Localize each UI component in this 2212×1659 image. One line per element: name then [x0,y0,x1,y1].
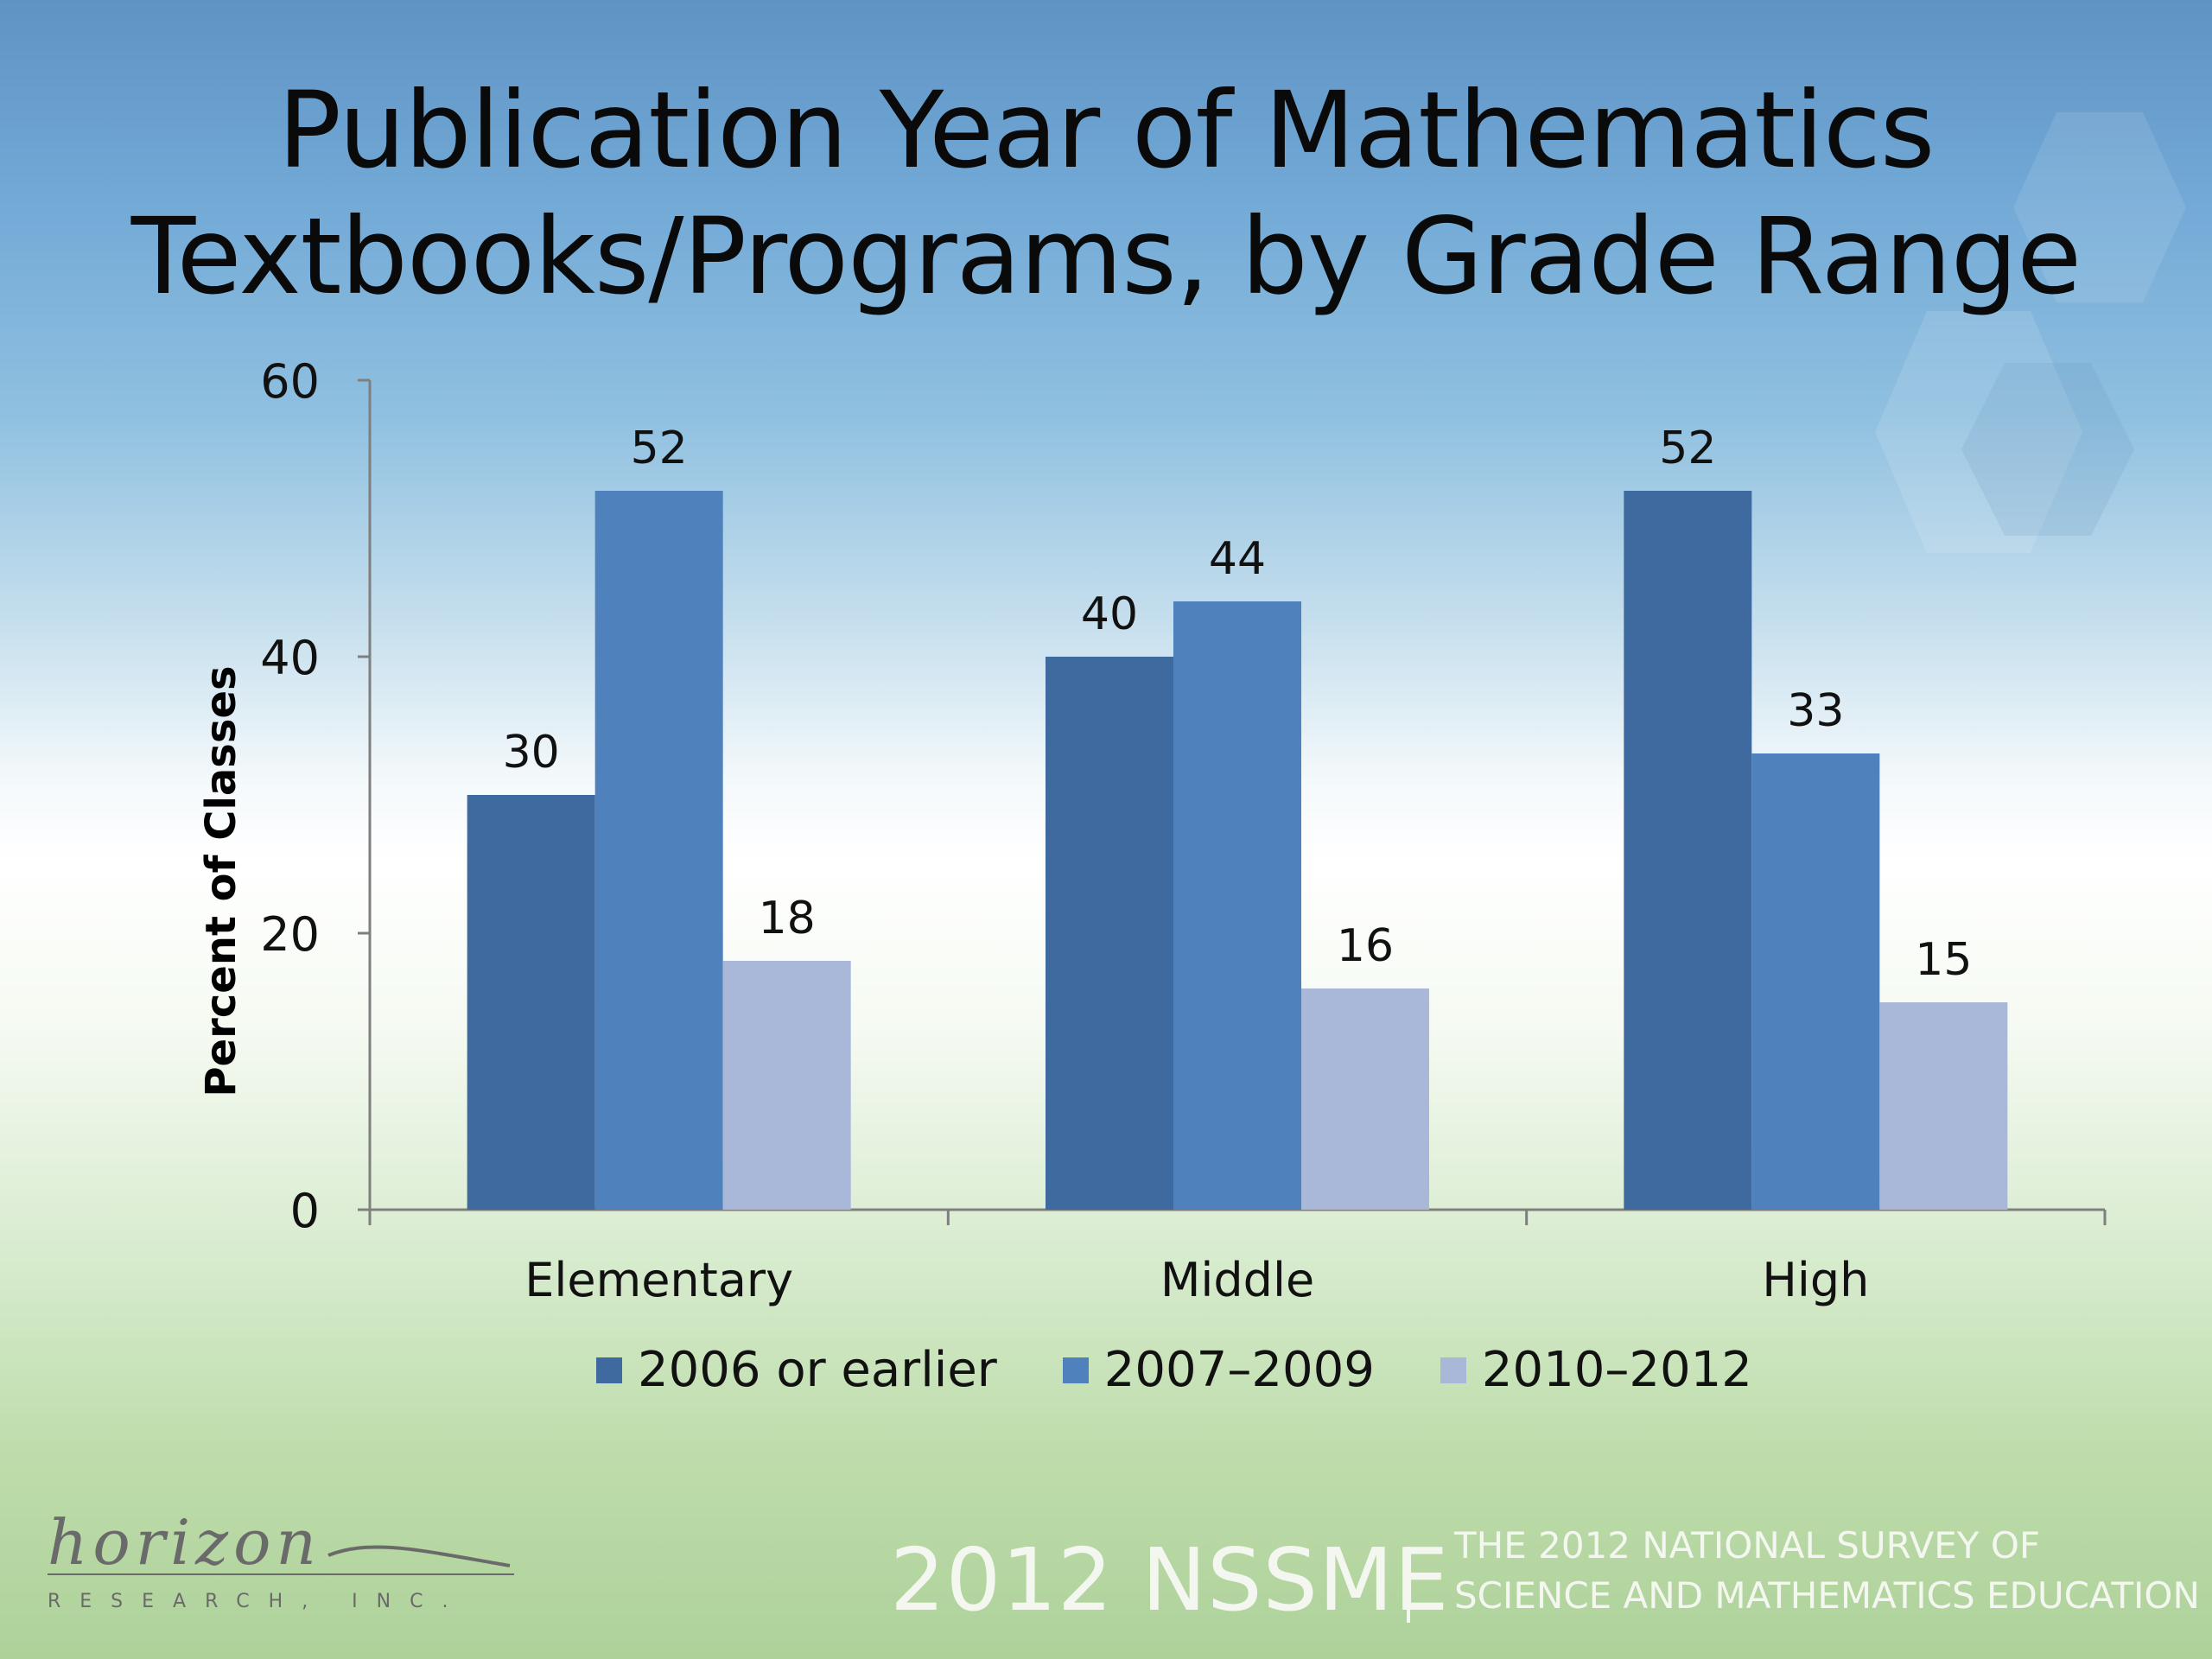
legend-swatch-series-2 [1062,1357,1089,1383]
bar [722,961,851,1210]
footer-subtitle-line-2: SCIENCE AND MATHEMATICS EDUCATION [1454,1574,2200,1617]
x-tick-label: High [1762,1253,1869,1307]
x-tick-label: Elementary [524,1253,793,1307]
y-tick-label: 60 [260,354,320,409]
y-tick-label: 0 [290,1184,320,1238]
bar [1173,601,1301,1210]
legend-label-series-1: 2006 or earlier [638,1342,997,1398]
legend-swatch-series-1 [596,1357,622,1383]
data-label: 52 [1659,423,1716,474]
bar-chart: 0 20 40 60 Percent of Classes 30 52 18 Elementar… [197,354,2107,1307]
bar [1751,753,1880,1210]
data-label: 40 [1081,588,1138,640]
bar [1879,1002,2008,1210]
logo-swoosh [327,1545,511,1567]
chart-legend: 2006 or earlier 2007–2009 2010–2012 [596,1342,1752,1398]
data-label: 33 [1787,685,1844,737]
legend-item-series-1: 2006 or earlier [596,1342,997,1398]
legend-label-series-3: 2010–2012 [1481,1342,1752,1398]
data-label: 52 [631,423,688,474]
chart-title-line-1: Publication Year of Mathematics [277,69,1936,192]
y-tick-label: 40 [260,631,320,685]
legend-label-series-2: 2007–2009 [1103,1342,1375,1398]
x-tick-label: Middle [1160,1253,1314,1307]
legend-swatch-series-3 [1440,1357,1466,1383]
bar [594,491,723,1210]
y-tick-label: 20 [260,907,320,962]
y-axis-label: Percent of Classes [197,665,245,1096]
data-label: 18 [759,893,816,944]
chart-title-line-2: Textbooks/Programs, by Grade Range [130,195,2082,318]
data-label: 15 [1915,934,1972,986]
data-label: 44 [1209,533,1266,585]
bar [1046,657,1173,1210]
footer-divider [1407,1547,1410,1623]
footer-subtitle: THE 2012 NATIONAL SURVEY OF SCIENCE AND … [1454,1521,2200,1621]
data-label: 16 [1337,920,1394,972]
footer-subtitle-line-1: THE 2012 NATIONAL SURVEY OF [1454,1524,2041,1567]
bar [1624,491,1752,1210]
chart-title: Publication Year of Mathematics Textbook… [86,67,2126,320]
legend-item-series-2: 2007–2009 [1062,1342,1375,1398]
bar [1301,988,1429,1210]
bar [467,795,595,1210]
horizon-research-logo: horizon RESEARCH, INC. [48,1506,514,1612]
logo-wordmark: horizon [48,1506,321,1579]
footer-brand: 2012 NSSME [890,1529,1450,1630]
legend-item-series-3: 2010–2012 [1440,1342,1752,1398]
data-label: 30 [503,727,560,779]
logo-subtext: RESEARCH, INC. [48,1591,467,1612]
